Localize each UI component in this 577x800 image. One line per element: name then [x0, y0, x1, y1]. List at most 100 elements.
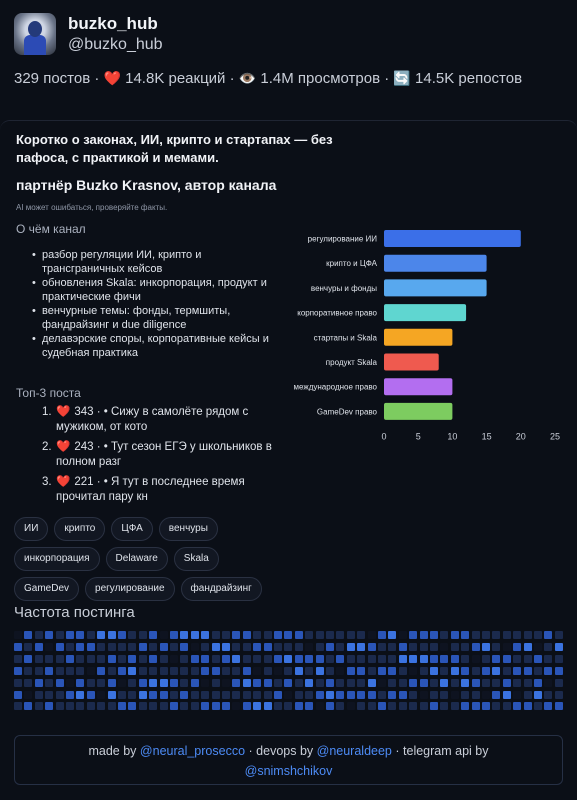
heatmap-cell — [190, 666, 199, 675]
heatmap-cell — [66, 690, 74, 699]
chart-category-label: венчуры и фонды — [311, 284, 377, 293]
heatmap-cell — [55, 654, 64, 663]
heatmap-cell — [544, 690, 553, 699]
about-heading: О чём канал — [16, 222, 86, 236]
tag-chip[interactable]: крипто — [54, 517, 106, 541]
chart-tick-label: 5 — [416, 432, 421, 442]
heart-icon: ❤️ — [56, 441, 71, 453]
heatmap-cell — [34, 690, 43, 699]
summary-card — [0, 120, 577, 800]
heatmap-cell — [398, 702, 407, 711]
heatmap-cell — [315, 678, 324, 687]
heatmap-cell — [419, 666, 428, 675]
about-item: обновления Skala: инкорпорация, продукт … — [32, 276, 284, 304]
heatmap-cell — [242, 690, 251, 699]
heatmap-cell — [45, 631, 54, 639]
heart-icon: ❤️ — [103, 70, 121, 86]
heatmap-cell — [107, 666, 116, 675]
heatmap-cell — [346, 666, 355, 675]
api-link[interactable]: @snimshchikov — [244, 764, 333, 778]
tag-chip[interactable]: ЦФА — [111, 517, 153, 541]
heatmap-cell — [190, 678, 199, 687]
heatmap-cell — [419, 631, 428, 639]
heatmap-cell — [409, 654, 418, 663]
post-rank: 3. — [42, 476, 52, 488]
heatmap-cell — [336, 666, 345, 675]
heatmap-cell — [128, 690, 137, 699]
heatmap-cell — [294, 631, 303, 639]
heatmap-cell — [128, 702, 137, 711]
heatmap-cell — [492, 666, 501, 675]
heatmap-cell — [367, 702, 376, 711]
heatmap-cell — [284, 631, 293, 639]
chart-category-label: стартапы и Skala — [314, 333, 378, 342]
tag-chip[interactable]: фандрайзинг — [180, 577, 262, 601]
heatmap-cell — [367, 666, 376, 675]
heatmap-cell — [326, 631, 334, 639]
devops-link[interactable]: @neuraldeep — [316, 744, 392, 758]
avatar[interactable] — [14, 13, 56, 55]
heatmap-cell — [97, 631, 106, 639]
heatmap-cell — [180, 690, 189, 699]
heatmap-cell — [14, 702, 22, 711]
heatmap-cell — [492, 642, 501, 651]
heatmap-cell — [24, 702, 33, 711]
heatmap-cell — [211, 631, 220, 639]
tag-chip[interactable]: венчуры — [158, 517, 218, 541]
heatmap-cell — [430, 702, 438, 711]
about-item: делавэрские споры, корпоративные кейсы и… — [32, 332, 284, 360]
heatmap-cell — [346, 631, 355, 639]
heatmap-cell — [190, 702, 199, 711]
top-post-item[interactable]: 2. ❤️ 243 · • Тут сезон ЕГЭ у школьников … — [42, 441, 272, 468]
chart-bar — [384, 254, 487, 272]
repost-icon: 🔄 — [393, 70, 411, 86]
heatmap-cell — [274, 631, 282, 639]
heatmap-cell — [305, 631, 314, 639]
heatmap-cell — [138, 642, 147, 651]
heatmap-cell — [97, 642, 106, 651]
tag-chip[interactable]: инкорпорация — [14, 547, 100, 571]
heatmap-cell — [138, 666, 147, 675]
heatmap-cell — [242, 678, 251, 687]
heatmap-cell — [315, 631, 324, 639]
top-post-item[interactable]: 3. ❤️ 221 · • Я тут в последнее время про… — [42, 476, 245, 503]
heatmap-cell — [211, 654, 220, 663]
heatmap-cell — [388, 654, 397, 663]
chart-category-label: продукт Skala — [326, 358, 378, 367]
heatmap-cell — [253, 702, 262, 711]
heatmap-cell — [149, 690, 158, 699]
heatmap-cell — [450, 666, 459, 675]
heatmap-cell — [107, 631, 116, 639]
heatmap-cell — [294, 702, 303, 711]
author-link[interactable]: @neural_prosecco — [139, 744, 246, 758]
heatmap-cell — [211, 666, 220, 675]
heatmap-cell — [34, 631, 43, 639]
heatmap-cell — [544, 702, 553, 711]
tag-chip[interactable]: GameDev — [14, 577, 80, 601]
heatmap-cell — [232, 702, 241, 711]
post-preview: • Тут сезон ЕГЭ у школьников в полном ра… — [56, 441, 272, 468]
heatmap-cell — [367, 631, 376, 639]
channel-handle[interactable]: @buzko_hub — [68, 36, 163, 53]
heatmap-cell — [211, 702, 220, 711]
heatmap-cell — [461, 702, 470, 711]
heatmap-cell — [326, 690, 334, 699]
top-post-item[interactable]: 1. ❤️ 343 · • Сижу в самолёте рядом с муж… — [42, 406, 249, 433]
heatmap-cell — [502, 666, 511, 675]
heatmap-cell — [159, 666, 168, 675]
heatmap-cell — [232, 654, 241, 663]
tag-chip[interactable]: Skala — [173, 547, 219, 571]
heatmap-cell — [76, 678, 85, 687]
tag-chip[interactable]: Delaware — [105, 547, 168, 571]
tag-chip[interactable]: ИИ — [14, 517, 49, 541]
heatmap-cell — [159, 690, 168, 699]
heatmap-cell — [523, 642, 532, 651]
heatmap-cell — [471, 654, 480, 663]
eye-icon: 👁️ — [238, 70, 257, 86]
heatmap-cell — [388, 678, 397, 687]
heatmap-cell — [128, 666, 137, 675]
tag-chip[interactable]: регулирование — [85, 577, 175, 601]
heatmap-cell — [367, 690, 376, 699]
heatmap-cell — [430, 654, 438, 663]
heatmap-cell — [242, 666, 251, 675]
